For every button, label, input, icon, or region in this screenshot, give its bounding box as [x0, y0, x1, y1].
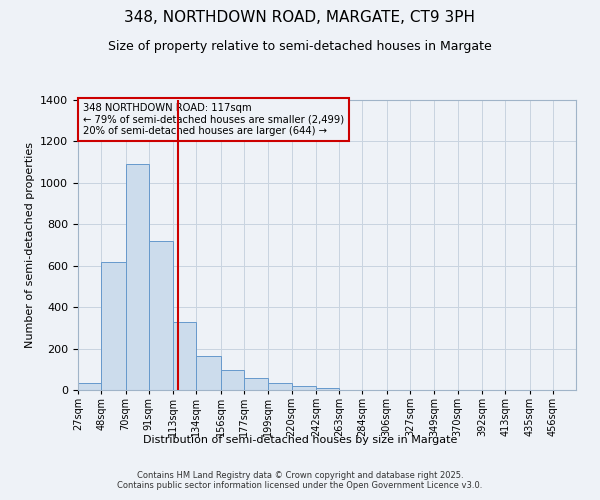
Bar — [244, 378, 268, 390]
Bar — [221, 370, 244, 390]
Bar — [78, 383, 101, 390]
Bar — [125, 164, 149, 390]
Bar — [101, 262, 125, 390]
Bar — [149, 241, 173, 390]
Bar — [316, 388, 339, 390]
Bar — [268, 383, 292, 390]
Text: Size of property relative to semi-detached houses in Margate: Size of property relative to semi-detach… — [108, 40, 492, 53]
Bar — [173, 322, 196, 390]
Bar — [292, 386, 316, 390]
Text: 348, NORTHDOWN ROAD, MARGATE, CT9 3PH: 348, NORTHDOWN ROAD, MARGATE, CT9 3PH — [125, 10, 476, 25]
Bar — [196, 356, 221, 390]
Text: Distribution of semi-detached houses by size in Margate: Distribution of semi-detached houses by … — [143, 435, 457, 445]
Text: 348 NORTHDOWN ROAD: 117sqm
← 79% of semi-detached houses are smaller (2,499)
20%: 348 NORTHDOWN ROAD: 117sqm ← 79% of semi… — [83, 103, 344, 136]
Y-axis label: Number of semi-detached properties: Number of semi-detached properties — [25, 142, 35, 348]
Text: Contains HM Land Registry data © Crown copyright and database right 2025.
Contai: Contains HM Land Registry data © Crown c… — [118, 470, 482, 490]
